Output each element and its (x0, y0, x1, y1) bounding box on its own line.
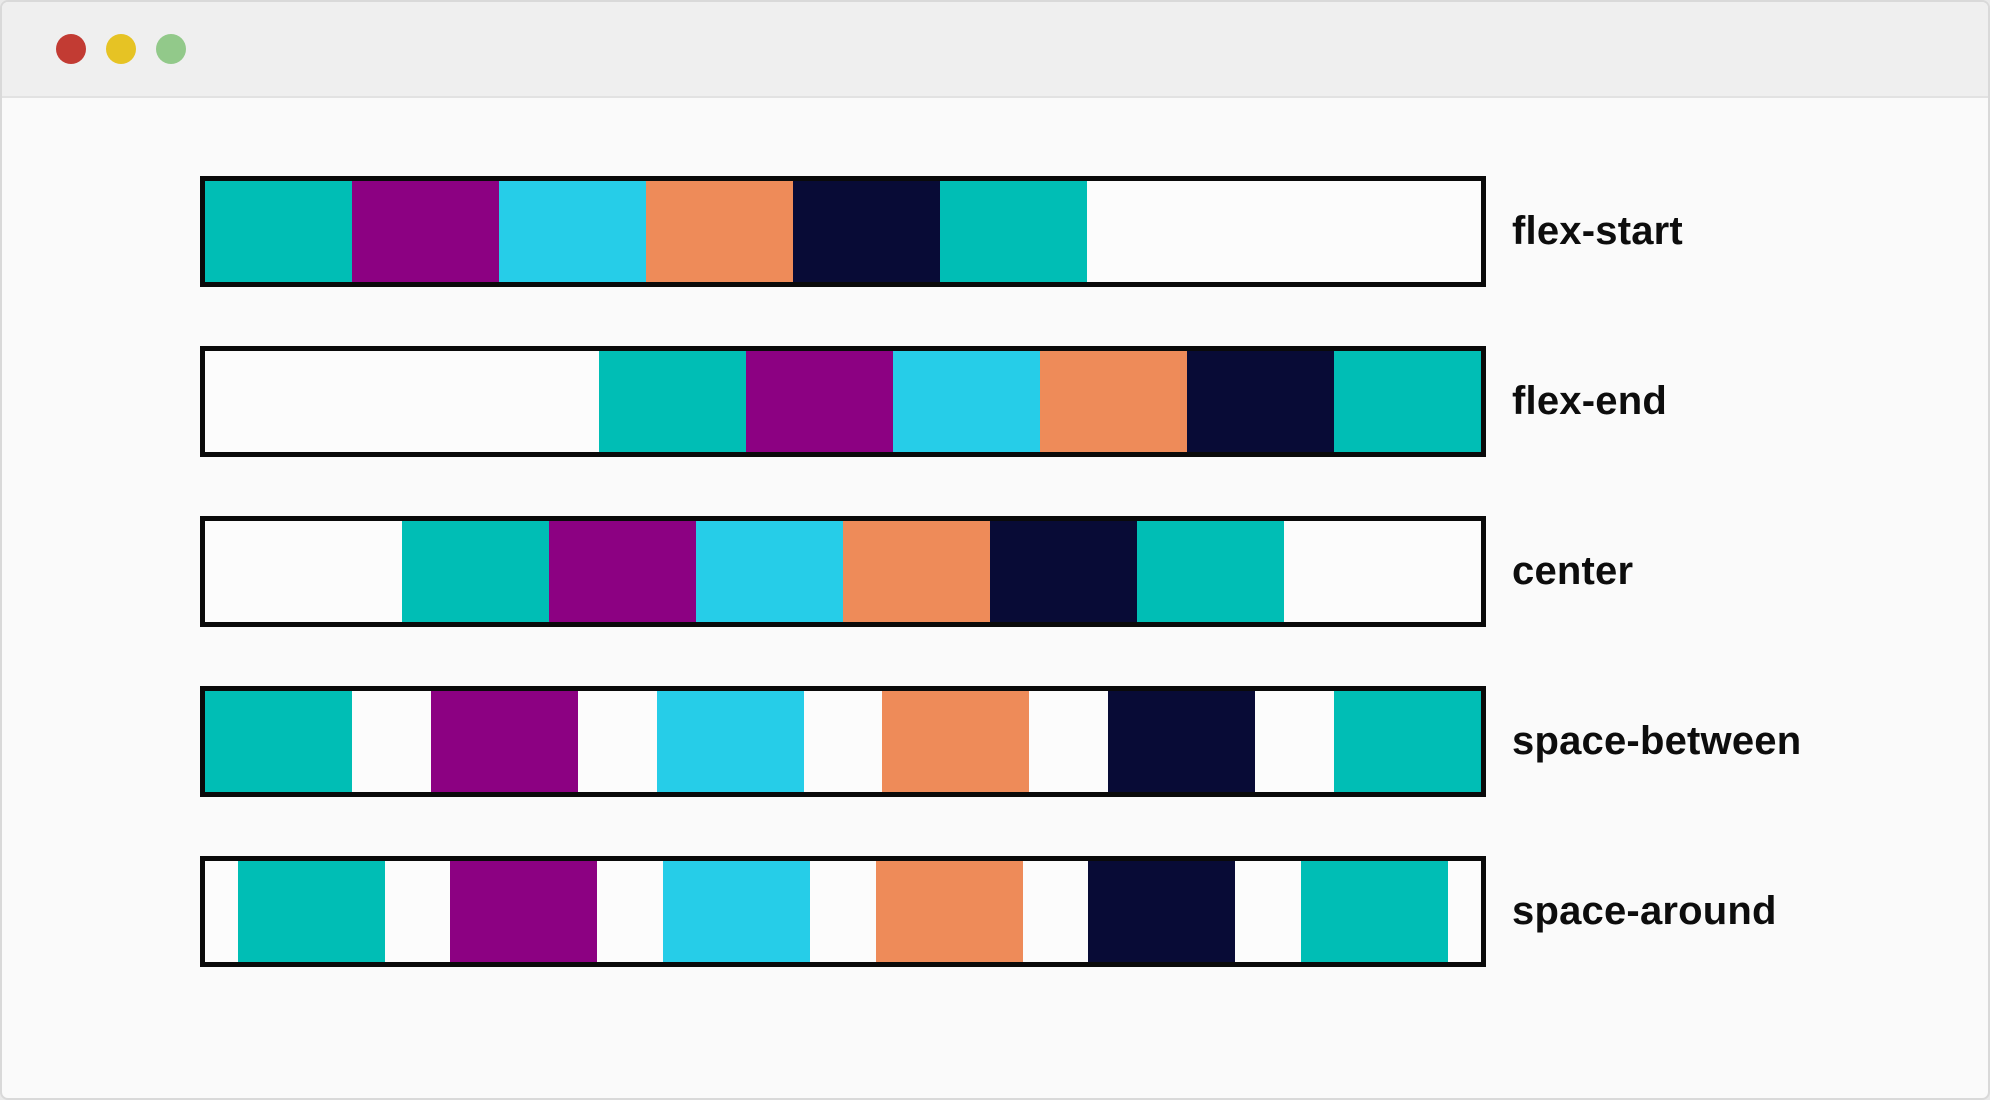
maximize-button-icon[interactable] (156, 34, 186, 64)
flex-item-cyan (656, 691, 804, 792)
flex-container-flex-end (200, 346, 1486, 457)
flex-container-flex-start (200, 176, 1486, 287)
flex-item-teal (1334, 351, 1481, 452)
row-label: center (1512, 549, 1634, 593)
flex-item-teal (599, 351, 746, 452)
row-label: space-around (1512, 889, 1777, 933)
flex-item-navy (793, 181, 940, 282)
flex-demo-stage: flex-start flex-end center space-between spa… (2, 98, 1988, 967)
flex-item-teal (1333, 691, 1481, 792)
demo-row-flex-start: flex-start (200, 176, 1988, 287)
flex-item-teal (1301, 861, 1449, 962)
flex-item-teal (940, 181, 1087, 282)
flex-item-teal (402, 521, 549, 622)
demo-row-space-between: space-between (200, 686, 1988, 797)
flex-container-space-between (200, 686, 1486, 797)
flex-item-navy (990, 521, 1137, 622)
minimize-button-icon[interactable] (106, 34, 136, 64)
flex-item-orange (1040, 351, 1187, 452)
flex-item-cyan (696, 521, 843, 622)
row-label: space-between (1512, 719, 1802, 763)
demo-row-space-around: space-around (200, 856, 1988, 967)
row-label: flex-start (1512, 209, 1683, 253)
flex-item-purple (430, 691, 578, 792)
row-label: flex-end (1512, 379, 1667, 423)
flex-item-navy (1108, 691, 1256, 792)
flex-item-cyan (499, 181, 646, 282)
flex-item-navy (1088, 861, 1236, 962)
flex-item-purple (549, 521, 696, 622)
flex-item-teal (237, 861, 385, 962)
flex-item-purple (746, 351, 893, 452)
demo-row-center: center (200, 516, 1988, 627)
flex-item-cyan (663, 861, 811, 962)
flex-item-purple (450, 861, 598, 962)
flex-item-orange (875, 861, 1023, 962)
flex-item-orange (882, 691, 1030, 792)
close-button-icon[interactable] (56, 34, 86, 64)
flex-container-center (200, 516, 1486, 627)
flex-item-purple (352, 181, 499, 282)
flex-item-teal (1137, 521, 1284, 622)
flex-item-cyan (893, 351, 1040, 452)
flex-item-orange (843, 521, 990, 622)
flex-item-teal (205, 691, 352, 792)
demo-row-flex-end: flex-end (200, 346, 1988, 457)
flex-item-teal (205, 181, 352, 282)
flex-item-navy (1187, 351, 1334, 452)
flex-container-space-around (200, 856, 1486, 967)
titlebar (2, 2, 1988, 98)
flex-item-orange (646, 181, 793, 282)
